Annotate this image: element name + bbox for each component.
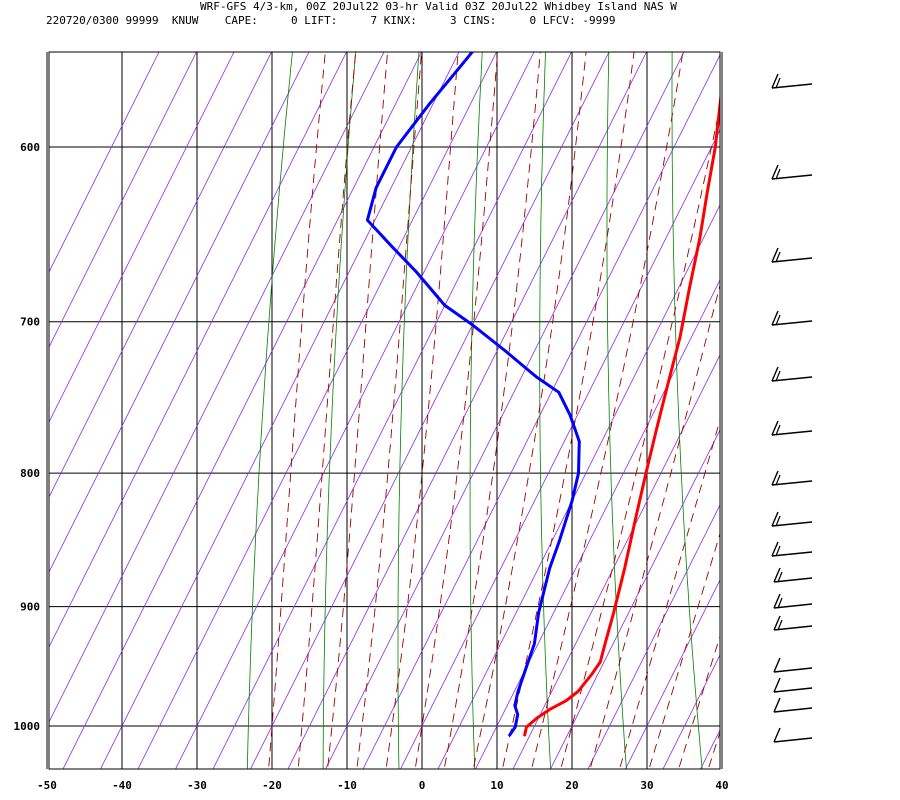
dry-adiabat-line (796, 0, 856, 781)
isotherm-line (400, 129, 720, 769)
wind-barb (771, 511, 813, 527)
isotherm-line (550, 429, 720, 769)
temperature-trace (523, 91, 720, 737)
wind-barb (773, 615, 813, 631)
wind-barb-column (771, 73, 813, 743)
wind-barb (771, 366, 813, 382)
moist-adiabat-line (443, 52, 541, 769)
moist-adiabat-line (472, 52, 587, 769)
x-tick-label: -30 (187, 779, 207, 792)
dry-adiabat-line (855, 0, 900, 781)
x-tick-label: -50 (37, 779, 57, 792)
plot-frame (48, 51, 721, 770)
sounding-traces (365, 52, 720, 737)
dry-adiabat-line (606, 52, 627, 769)
dry-adiabat-line (246, 52, 293, 769)
wind-barb (771, 73, 813, 89)
isotherm-line (49, 52, 272, 498)
isotherm-line (437, 204, 720, 769)
y-tick-label: 1000 (14, 720, 41, 733)
dry-adiabat-line (539, 52, 552, 769)
isotherm-line (325, 52, 685, 769)
x-tick-label: -20 (262, 779, 282, 792)
isotherm-line (287, 52, 647, 769)
y-tick-label: 700 (20, 316, 40, 329)
x-tick-label: 0 (419, 779, 426, 792)
x-tick-label: 30 (640, 779, 653, 792)
dewpoint-trace (365, 52, 581, 737)
isotherm-line (475, 279, 720, 769)
dry-adiabat-line (671, 52, 703, 769)
isotherm-line (175, 52, 535, 769)
y-tick-label: 800 (20, 467, 40, 480)
x-tick-label: 10 (490, 779, 503, 792)
y-tick-label: 600 (20, 141, 40, 154)
x-tick-label: -40 (112, 779, 132, 792)
isotherm-line (49, 52, 385, 723)
moist-adiabat-line (619, 418, 720, 769)
wind-barb (771, 541, 813, 557)
isotherm-line (49, 52, 160, 273)
dry-adiabat-line (397, 52, 420, 769)
isotherm-line (212, 52, 572, 769)
pressure-temperature-grid (46, 52, 723, 769)
moist-adiabat-line (678, 634, 720, 769)
isotherm-line (49, 52, 235, 423)
chart-title: WRF-GFS 4/3-km, 00Z 20Jul22 03-hr Valid … (200, 0, 677, 13)
isotherm-line (49, 52, 197, 348)
isotherm-line (362, 54, 720, 769)
moist-adiabat-line (707, 730, 720, 769)
x-tick-label: -10 (337, 779, 357, 792)
moist-adiabat-line (414, 52, 499, 769)
wind-barb (771, 310, 813, 326)
x-tick-label: 40 (715, 779, 728, 792)
isotherm-line (49, 52, 347, 648)
dry-adiabat-line (735, 0, 779, 781)
moist-adiabat-line (531, 52, 684, 769)
wind-barb (773, 567, 813, 583)
wind-barb (771, 164, 813, 180)
wind-barb (773, 677, 813, 693)
dry-adiabat-line (469, 52, 483, 769)
wind-barb (773, 593, 813, 609)
wind-barb (771, 247, 813, 263)
station-indices-line: 220720/0300 99999 KNUW CAPE: 0 LIFT: 7 K… (46, 14, 616, 27)
wind-barb (771, 470, 813, 486)
plot-border (48, 51, 721, 770)
wind-barb (773, 727, 813, 743)
moist-adiabat-line (501, 52, 635, 769)
isotherm-line (587, 504, 720, 769)
moist-adiabat-line (385, 52, 459, 769)
wind-barb (773, 697, 813, 713)
moist-adiabat-line (356, 52, 423, 769)
dry-adiabat-line (322, 52, 357, 769)
isotherm-line (512, 354, 720, 769)
moist-adiabat-line (589, 283, 720, 769)
isotherm-line (100, 52, 460, 769)
isotherm-line (49, 52, 310, 573)
wind-barb (771, 420, 813, 436)
moist-adiabat-line (327, 52, 389, 769)
isotherm-line (62, 52, 422, 769)
isotherm-line (250, 52, 610, 769)
moist-adiabat-line (648, 532, 720, 769)
wind-barb (773, 657, 813, 673)
isotherm-line (625, 579, 720, 769)
y-tick-label: 900 (20, 601, 40, 614)
isotherm-line (137, 52, 497, 769)
moist-adiabat-line (268, 52, 326, 769)
moist-adiabat-line (560, 104, 720, 769)
moist-adiabat-line (297, 52, 357, 769)
axis-tick-labels: -50-40-30-20-100102030404005006007008009… (14, 141, 729, 792)
adiabat-isotherm-background (49, 0, 900, 781)
x-tick-label: 20 (565, 779, 578, 792)
isotherm-line (700, 729, 720, 769)
isotherm-line (662, 654, 720, 769)
